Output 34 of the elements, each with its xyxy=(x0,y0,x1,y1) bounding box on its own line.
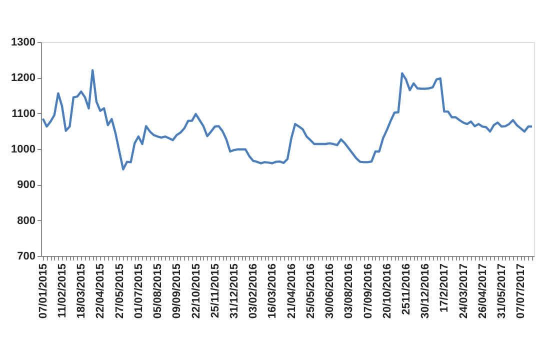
x-tick-label: 16/03/2016 xyxy=(266,264,279,319)
y-tick-label: 1100 xyxy=(12,108,36,120)
x-tick-label: 22/04/2015 xyxy=(94,264,107,319)
y-tick-label: 700 xyxy=(17,250,36,262)
x-tick-label: 22/10/2015 xyxy=(190,264,202,319)
x-tick-label: 07/07/2017 xyxy=(515,264,528,319)
y-tick-label: 1000 xyxy=(11,144,36,156)
x-tick-label: 24/03/2017 xyxy=(458,264,470,319)
x-tick-label: 09/09/2015 xyxy=(171,264,184,319)
x-tick-label: 21/04/2016 xyxy=(286,264,298,319)
x-tick-label: 26/04/2017 xyxy=(476,264,489,319)
y-tick-label: 900 xyxy=(17,179,36,192)
x-tick-label: 25/05/2016 xyxy=(304,264,317,319)
x-tick-label: 11/02/2015 xyxy=(56,264,69,318)
x-tick-label: 25/11/2015 xyxy=(209,264,222,318)
x-tick-label: 01/07/2015 xyxy=(132,264,145,319)
y-tick-label: 800 xyxy=(17,214,36,227)
y-tick-label: 1200 xyxy=(11,72,36,84)
y-tick-label: 1300 xyxy=(11,36,36,48)
x-tick-label: 07/09/2016 xyxy=(362,264,374,319)
x-tick-label: 17/2/2017 xyxy=(438,264,451,312)
x-tick-label: 30/12/2016 xyxy=(420,264,432,319)
x-tick-label: 31/05/2017 xyxy=(496,264,508,319)
x-tick-label: 03/02/2016 xyxy=(248,264,260,319)
x-tick-label: 2511/2016 xyxy=(400,264,412,315)
x-tick-label: 30/06/2016 xyxy=(324,264,336,319)
x-tick-label: 18/03/2015 xyxy=(76,264,88,319)
x-tick-label: 27/05/2015 xyxy=(114,264,126,319)
x-tick-label: 07/01/2015 xyxy=(37,264,50,319)
x-tick-label: 03/08/2016 xyxy=(343,264,356,319)
x-tick-label: 05/08/2015 xyxy=(152,264,164,319)
line-series xyxy=(42,69,534,170)
x-tick-label: 31/12/2015 xyxy=(228,264,240,319)
x-tick-label: 20/10/2016 xyxy=(381,264,394,319)
